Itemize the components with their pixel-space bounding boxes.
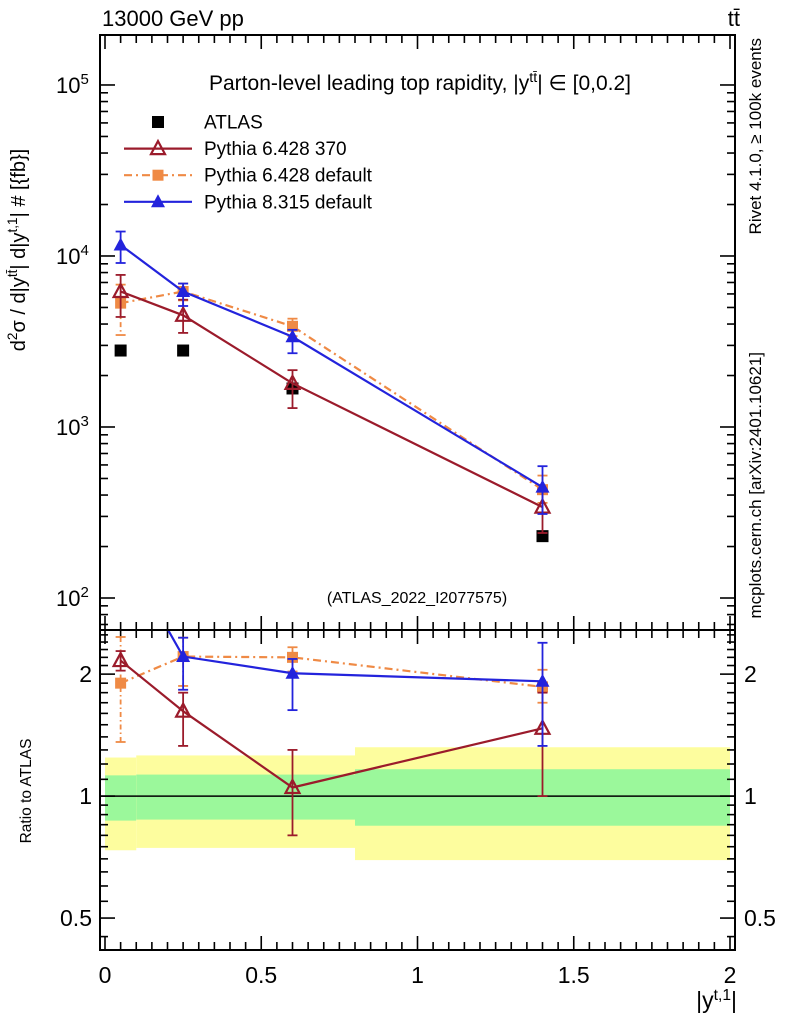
legend-marker-pythia-6-428-default [152, 169, 164, 181]
legend: ATLAS Pythia 6.428 370 Pythia 6.428 defaul… [124, 113, 373, 213]
process-label: tt̄ [728, 6, 740, 31]
marker-atlas-main-1 [177, 344, 190, 357]
marker-pythia-6-428-default-main-2 [287, 320, 298, 332]
x-tick-label-3: 1.5 [558, 962, 590, 988]
legend-marker-pythia-6-428-370 [149, 138, 167, 156]
ratio-tick-label-left-2: 2 [79, 661, 92, 687]
ratio-tick-label-left-0: 0.5 [60, 905, 92, 931]
axis-ticks [100, 35, 735, 950]
ratio-axis-label: Ratio to ATLAS [18, 739, 35, 844]
y-axis-label: d2σ / d|ytt̄| d|yt,1| # [{fb}] [5, 149, 30, 351]
x-tick-label-2: 1 [411, 962, 424, 988]
x-tick-label-4: 2 [724, 962, 737, 988]
marker-pythia-8-315-default-main-2 [285, 329, 300, 343]
ratio-tick-label-left-1: 1 [79, 783, 92, 809]
ratio-uncertainty-bands [100, 747, 735, 861]
marker-pythia-6-428-370-ratio-2 [283, 777, 302, 795]
marker-pythia-8-315-default-ratio-3 [535, 673, 550, 687]
series-pythia-8-315-default-main [113, 230, 550, 515]
y-tick-label-0: 102 [56, 584, 89, 611]
marker-pythia-6-428-default-ratio-0 [115, 677, 127, 689]
marker-pythia-8-315-default-main-0 [113, 237, 128, 251]
chart-generated-content: 0 0.5 1 1.5 2 102 103 104 105 0.5 0.5 1 1 2 2 Parton-le… [5, 34, 776, 1013]
ratio-tick-label-right-2: 2 [744, 661, 757, 687]
x-axis-label: |yt,1| [696, 987, 737, 1013]
green-band-bin1 [136, 774, 230, 820]
legend-label-pythia-6-428-370: Pythia 6.428 370 [204, 139, 347, 160]
y-tick-label-2: 104 [56, 242, 89, 269]
series-pythia-6-428-370-main [111, 274, 552, 534]
series-pythia-6-428-370-ratio [111, 650, 552, 837]
marker-pythia-6-428-370-ratio-1 [174, 701, 192, 718]
marker-pythia-6-428-370-main-0 [111, 281, 130, 299]
series-line-pythia-8-315-default-main [119, 244, 544, 489]
legend-label-atlas: ATLAS [204, 113, 263, 134]
y-tick-label-1: 103 [56, 413, 89, 440]
marker-atlas-main-0 [114, 344, 127, 357]
legend-label-pythia-6-428-default: Pythia 6.428 default [204, 166, 373, 187]
marker-pythia-8-315-default-main-1 [176, 283, 191, 297]
series-line-pythia-8-315-default-ratio [166, 630, 543, 683]
legend-label-pythia-8-315-default: Pythia 8.315 default [204, 192, 373, 213]
mcplots-arxiv-label: mcplots.cern.ch [arXiv:2401.10621] [746, 352, 765, 618]
series-atlas-main [114, 344, 549, 543]
analysis-watermark: (ATLAS_2022_I2077575) [327, 590, 507, 607]
rivet-version-label: Rivet 4.1.0, ≥ 100k events [746, 38, 765, 234]
ratio-tick-label-right-0: 0.5 [744, 905, 776, 931]
series-pythia-6-428-default-main [115, 282, 548, 504]
beam-energy-label: 13000 GeV pp [102, 6, 244, 31]
series-line-pythia-6-428-370-main [120, 290, 543, 509]
green-band-bin0 [105, 775, 137, 821]
marker-pythia-8-315-default-main-3 [535, 479, 550, 493]
marker-pythia-6-428-default-ratio-2 [287, 651, 298, 663]
legend-marker-atlas [152, 116, 164, 128]
marker-pythia-6-428-370-main-1 [174, 305, 192, 322]
marker-pythia-8-315-default-ratio-0 [114, 539, 128, 552]
series-pythia-8-315-default-ratio [114, 539, 550, 747]
plot-title: Parton-level leading top rapidity, |ytt̄… [209, 70, 631, 95]
x-tick-label-0: 0 [99, 962, 112, 988]
x-tick-label-1: 0.5 [245, 962, 277, 988]
main-panel-frame [99, 34, 736, 631]
marker-pythia-6-428-370-ratio-0 [111, 650, 130, 668]
ratio-panel-frame [99, 629, 736, 951]
series-line-pythia-6-428-370-ratio [119, 659, 543, 789]
ratio-tick-label-right-1: 1 [744, 783, 757, 809]
marker-pythia-8-315-default-ratio-1 [176, 649, 191, 663]
legend-marker-pythia-8-315-default [151, 194, 165, 208]
marker-pythia-8-315-default-ratio-2 [285, 665, 300, 679]
series-line-pythia-6-428-default-main [120, 290, 544, 491]
marker-pythia-6-428-370-main-2 [283, 373, 302, 390]
y-tick-label-3: 105 [56, 71, 89, 98]
